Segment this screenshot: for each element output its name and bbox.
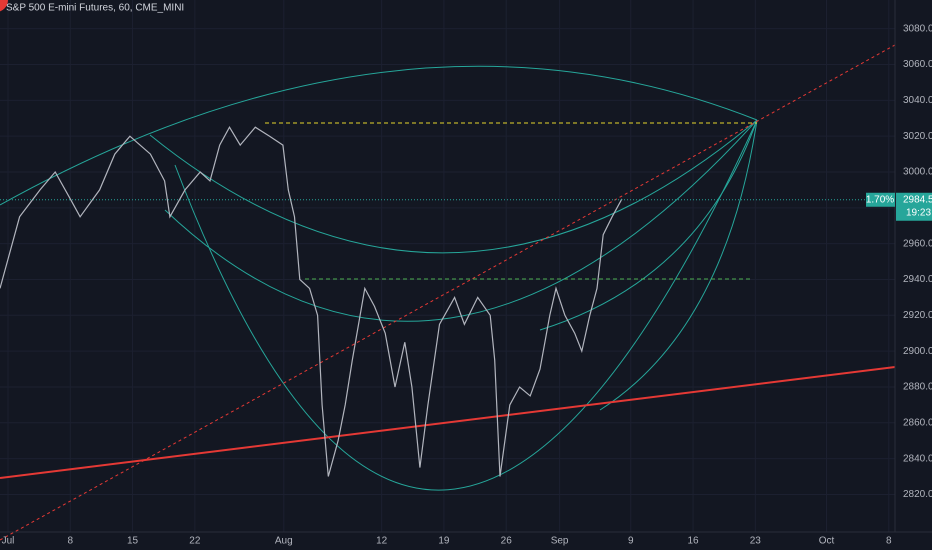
y-tick-label: 2840.0: [903, 453, 932, 464]
grid: [0, 0, 895, 532]
x-tick-label: 19: [438, 536, 450, 547]
y-tick-label: 2860.0: [903, 417, 932, 428]
arc: [0, 65, 758, 206]
plot: [0, 125, 623, 477]
y-tick-label: 2940.0: [903, 274, 932, 285]
change-badge: [866, 192, 895, 207]
change-label: 1.70%: [866, 194, 894, 205]
x-tick-label: 23: [750, 536, 762, 547]
x-tick-label: 8: [886, 536, 892, 547]
drawings: [0, 44, 896, 541]
trend-line: [0, 366, 896, 479]
price-badge: [896, 192, 932, 221]
y-tick-label: 2900.0: [903, 346, 932, 357]
y-tick-label: 2920.0: [903, 310, 932, 321]
y-tick-label: 2960.0: [903, 238, 932, 249]
y-tick-label: 3020.0: [903, 131, 932, 142]
x-tick-label: 9: [628, 536, 634, 547]
logo: [0, 0, 8, 12]
x-tick-label: 26: [501, 536, 513, 547]
x-tick-label: Oct: [819, 536, 835, 547]
arc: [174, 119, 758, 491]
arc: [164, 119, 758, 322]
x-tick-label: 15: [127, 536, 139, 547]
arc: [539, 119, 758, 331]
x-tick-label: Aug: [275, 536, 293, 547]
trend-line-dotted: [0, 44, 896, 541]
arc: [599, 119, 758, 411]
x-tick-label: 8: [68, 536, 74, 547]
x-tick-label: Jul: [2, 536, 15, 547]
x-tick-label: 16: [687, 536, 699, 547]
y-tick-label: 3040.0: [903, 95, 932, 106]
x-tick-label: 22: [189, 536, 201, 547]
price-line: [0, 125, 623, 477]
y-tick-label: 2880.0: [903, 382, 932, 393]
y-tick-label: 3060.0: [903, 59, 932, 70]
arc: [149, 119, 758, 254]
chart-title: S&P 500 E-mini Futures, 60, CME_MINI: [6, 3, 184, 14]
x-tick-label: 12: [376, 536, 388, 547]
countdown: 19:23: [906, 207, 931, 218]
last-price-label: 2984.5: [903, 194, 932, 205]
y-tick-label: 2820.0: [903, 489, 932, 500]
y-tick-label: 3080.0: [903, 23, 932, 34]
x-tick-label: Sep: [551, 536, 569, 547]
y-tick-label: 3000.0: [903, 167, 932, 178]
